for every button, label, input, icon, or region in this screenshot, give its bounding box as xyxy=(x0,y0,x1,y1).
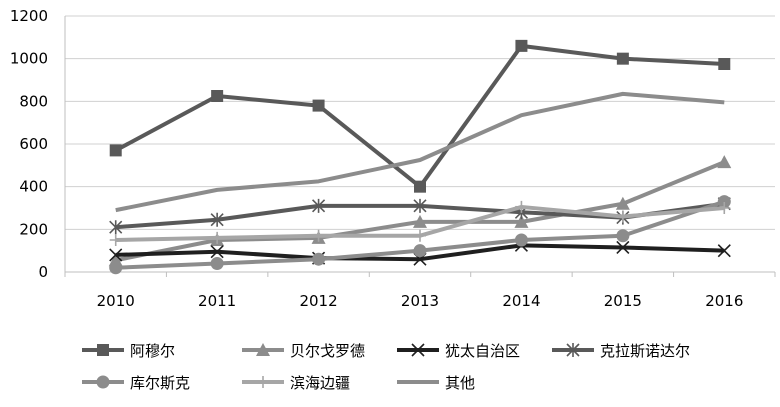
x-tick-label: 2015 xyxy=(604,292,642,310)
data-point xyxy=(211,90,224,102)
y-tick-label: 600 xyxy=(19,135,48,153)
data-point xyxy=(514,233,528,247)
y-tick-label: 0 xyxy=(38,263,48,281)
legend-item: 库尔斯克 xyxy=(82,374,190,392)
data-point xyxy=(616,210,629,223)
data-point xyxy=(109,220,123,235)
legend-item: 贝尔戈罗德 xyxy=(242,342,365,360)
data-point xyxy=(413,214,427,228)
series-layer xyxy=(108,39,732,275)
data-point xyxy=(616,52,629,65)
y-tick-label: 1200 xyxy=(10,7,48,25)
data-point xyxy=(312,198,326,213)
data-point xyxy=(414,180,426,193)
axes: 0 200 400 600 800 1000 1200 2010 2011 2012 2013 201… xyxy=(10,7,776,310)
series-4 xyxy=(109,195,731,275)
data-point xyxy=(717,195,731,209)
legend-label: 阿穆尔 xyxy=(130,342,175,360)
series-line xyxy=(115,91,725,213)
legend-item: 滨海边疆 xyxy=(242,374,350,392)
legend-label: 贝尔戈罗德 xyxy=(290,342,365,360)
data-point xyxy=(211,231,224,244)
data-point xyxy=(312,229,325,242)
legend-item: 其他 xyxy=(397,374,475,392)
series-5 xyxy=(109,200,731,246)
y-tick-label: 800 xyxy=(19,92,48,110)
legend-item: 克拉斯诺达尔 xyxy=(552,342,690,360)
series-line xyxy=(114,43,725,189)
data-point xyxy=(717,244,731,258)
data-point xyxy=(515,39,528,52)
data-point xyxy=(413,244,427,258)
x-tick-label: 2013 xyxy=(401,292,439,310)
series-0 xyxy=(109,39,731,193)
data-point xyxy=(210,245,224,259)
data-point xyxy=(514,214,529,228)
x-tick-label: 2012 xyxy=(299,292,337,310)
data-point xyxy=(210,256,224,270)
data-point xyxy=(109,248,123,262)
data-point xyxy=(109,234,122,246)
data-point xyxy=(414,229,426,242)
x-tick-label: 2011 xyxy=(198,292,236,310)
data-point xyxy=(718,202,731,214)
data-point xyxy=(718,58,731,70)
y-tick-label: 200 xyxy=(19,220,48,238)
data-point xyxy=(413,198,427,213)
data-point xyxy=(615,196,630,210)
data-point xyxy=(312,99,325,112)
legend-marker xyxy=(97,344,109,356)
legend-marker xyxy=(566,343,580,357)
legend-label: 克拉斯诺达尔 xyxy=(600,342,690,360)
y-tick-label: 1000 xyxy=(10,50,48,68)
data-point xyxy=(109,144,122,157)
x-tick-label: 2016 xyxy=(705,292,743,310)
series-6 xyxy=(115,91,725,213)
legend-label: 滨海边疆 xyxy=(290,374,350,392)
legend-label: 其他 xyxy=(445,374,475,392)
data-point xyxy=(109,261,123,275)
legend-label: 犹太自治区 xyxy=(445,342,520,360)
data-point xyxy=(210,212,224,227)
gridlines xyxy=(65,15,775,230)
legend-marker xyxy=(411,343,425,357)
x-tick-label: 2014 xyxy=(502,292,540,310)
data-point xyxy=(717,155,732,169)
data-point xyxy=(616,229,630,243)
data-point xyxy=(312,252,326,266)
legend-marker xyxy=(257,376,269,388)
data-point xyxy=(616,240,630,255)
y-tick-label: 400 xyxy=(19,178,48,196)
x-tick-label: 2010 xyxy=(97,292,135,310)
legend-item: 阿穆尔 xyxy=(82,342,175,360)
legend-marker xyxy=(256,343,270,356)
legend-label: 库尔斯克 xyxy=(130,374,190,392)
legend-marker xyxy=(96,375,110,389)
legend-item: 犹太自治区 xyxy=(397,342,520,360)
data-point xyxy=(515,200,528,213)
